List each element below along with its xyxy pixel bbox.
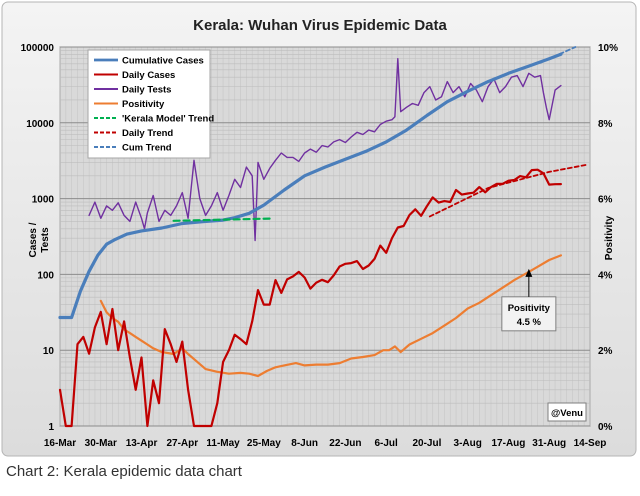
x-tick-label: 17-Aug xyxy=(492,438,526,449)
x-tick-label: 3-Aug xyxy=(454,438,482,449)
annotation-label: Positivity xyxy=(508,303,551,314)
positivity-annotation: Positivity 4.5 % xyxy=(501,268,557,332)
legend: Cumulative Cases Daily Cases Daily Tests Po… xyxy=(87,49,214,159)
annotation-box xyxy=(501,296,557,332)
y2-axis-title: Positivity xyxy=(604,215,615,260)
watermark: @Venu xyxy=(551,408,583,419)
chart-title: Kerala: Wuhan Virus Epidemic Data xyxy=(193,17,447,34)
x-tick-label: 22-Jun xyxy=(329,438,361,449)
legend-label: Cum Trend xyxy=(122,143,172,154)
series-line-daily-trend xyxy=(428,163,588,218)
y-tick-label: 1 xyxy=(48,422,54,433)
legend-label: 'Kerala Model' Trend xyxy=(122,114,214,125)
x-tick-label: 8-Jun xyxy=(291,438,318,449)
y2-tick-label: 6% xyxy=(598,195,613,206)
watermark-box xyxy=(547,402,587,422)
series-line-daily-cases xyxy=(58,168,562,428)
x-tick-label: 14-Sep xyxy=(574,438,607,449)
x-tick-label: 27-Apr xyxy=(166,438,198,449)
annotation-arrow-head xyxy=(525,268,533,277)
y-tick-label: 100000 xyxy=(21,43,55,54)
y-tick-label: 1000 xyxy=(32,195,55,206)
y2-tick-label: 0% xyxy=(598,422,613,433)
x-tick-label: 30-Mar xyxy=(85,438,117,449)
x-tick-label: 31-Aug xyxy=(532,438,566,449)
legend-label: Daily Cases xyxy=(122,70,175,81)
y2-tick-label: 10% xyxy=(598,43,618,54)
series-line-daily-tests xyxy=(88,58,562,242)
x-tick-label: 16-Mar xyxy=(44,438,76,449)
y-tick-label: 100 xyxy=(37,270,54,281)
series-line-cum-trend xyxy=(539,46,577,64)
annotation-value: 4.5 % xyxy=(517,317,542,328)
x-tick-label: 11-May xyxy=(206,438,240,449)
y2-tick-label: 4% xyxy=(598,270,613,281)
x-tick-label: 25-May xyxy=(247,438,281,449)
y2-tick-label: 8% xyxy=(598,119,613,130)
series-line-kerala-model-trend xyxy=(172,217,271,222)
y-axis-title: Cases /Tests xyxy=(28,222,51,257)
series xyxy=(58,46,588,428)
series-line-cumulative-cases xyxy=(58,52,563,320)
y-tick-label: 10 xyxy=(43,346,55,357)
x-tick-label: 13-Apr xyxy=(126,438,158,449)
y-tick-label: 10000 xyxy=(26,119,54,130)
y2-tick-label: 2% xyxy=(598,346,613,357)
series-line-positivity xyxy=(99,254,562,378)
axes: 100000 10000 1000 100 10 1 10% 8% 6% 4% 2% 0% 16-Mar… xyxy=(21,43,618,449)
x-tick-label: 6-Jul xyxy=(374,438,398,449)
legend-label: Daily Tests xyxy=(122,85,171,96)
chart-caption: Chart 2: Kerala epidemic data chart xyxy=(6,463,242,480)
chart-svg: 100000 10000 1000 100 10 1 10% 8% 6% 4% 2% 0% 16-Mar… xyxy=(1,1,637,457)
legend-label: Daily Trend xyxy=(122,128,173,139)
x-tick-label: 20-Jul xyxy=(412,438,441,449)
legend-label: Positivity xyxy=(122,99,165,110)
legend-label: Cumulative Cases xyxy=(122,56,204,67)
